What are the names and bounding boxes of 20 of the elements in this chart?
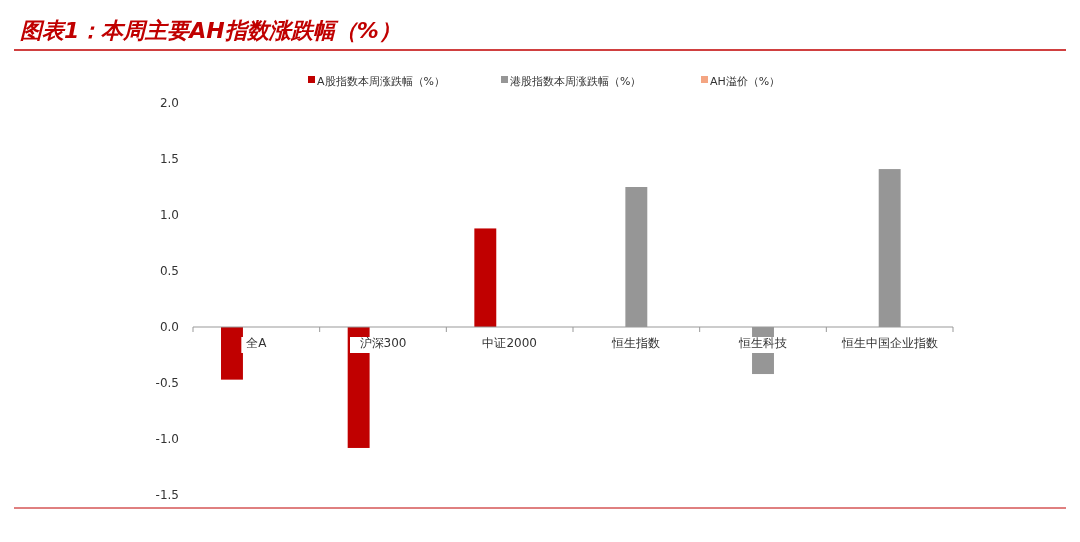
x-tick-label: 恒生科技 <box>738 336 787 350</box>
y-tick-label: 0.5 <box>159 264 179 279</box>
y-tick-label: -1.5 <box>155 488 179 503</box>
y-tick-label: 0.0 <box>159 320 179 335</box>
y-tick-label: 1.0 <box>159 208 179 223</box>
y-tick-label: 1.5 <box>159 152 179 167</box>
bar <box>474 228 497 327</box>
x-tick-label: 中证2000 <box>482 336 537 350</box>
y-tick-label: -0.5 <box>155 376 179 391</box>
legend-label: A股指数本周涨跌幅（%） <box>317 74 445 88</box>
chart-title: 图表1：本周主要AH指数涨跌幅（%） <box>20 18 401 43</box>
x-tick-label: 恒生中国企业指数 <box>840 336 938 350</box>
x-tick-label: 恒生指数 <box>611 336 661 350</box>
y-tick-label: -1.0 <box>155 432 179 447</box>
legend-label: AH溢价（%） <box>710 74 781 88</box>
legend-label: 港股指数本周涨跌幅（%） <box>510 74 642 88</box>
x-tick-label: 全A <box>246 336 268 350</box>
x-tick-label: 沪深300 <box>359 336 407 350</box>
y-tick-label: 2.0 <box>159 96 179 111</box>
bar <box>221 327 243 380</box>
